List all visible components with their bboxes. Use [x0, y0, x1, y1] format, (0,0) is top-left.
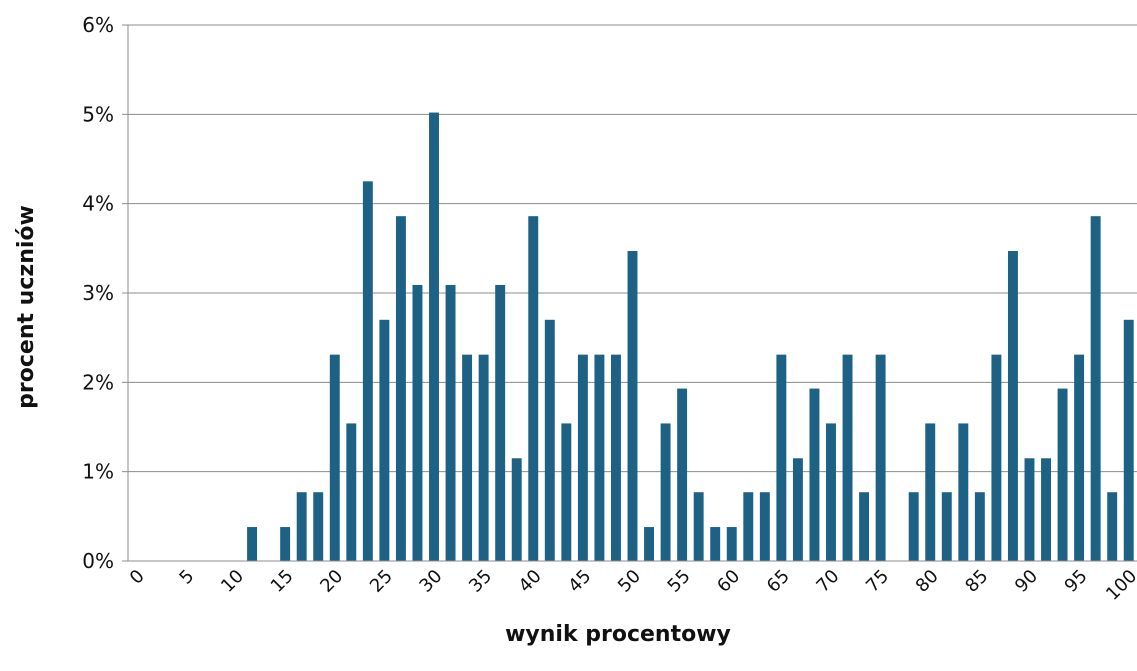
y-tick-label: 1%	[82, 460, 114, 484]
bar	[792, 458, 803, 561]
bar	[478, 354, 489, 561]
bar	[544, 319, 555, 561]
bar	[247, 527, 258, 561]
bar	[809, 388, 820, 561]
x-tick-label: 40	[515, 566, 546, 597]
bar	[726, 527, 737, 561]
bar	[1024, 458, 1035, 561]
bar	[826, 423, 836, 561]
bar	[859, 492, 870, 561]
bar	[908, 492, 919, 561]
y-tick-labels: 0% 1% 2% 3% 4% 5% 6%	[82, 13, 114, 573]
bar	[1074, 354, 1085, 561]
bar	[528, 216, 539, 561]
x-tick-label: 35	[465, 566, 496, 597]
x-tick-label: 15	[267, 566, 298, 597]
x-tick-label: 20	[316, 566, 347, 597]
bar	[313, 492, 324, 561]
bar	[495, 284, 506, 561]
bar	[974, 492, 985, 561]
x-tick-label: 55	[664, 566, 695, 597]
bar	[280, 527, 291, 561]
bar	[677, 388, 688, 561]
bar	[577, 354, 588, 561]
y-axis-title: procent uczniów	[14, 205, 39, 409]
x-tick-label: 25	[366, 566, 397, 597]
bar	[445, 284, 456, 561]
y-tick-label: 5%	[82, 102, 114, 126]
bar	[1107, 492, 1118, 561]
bar	[991, 354, 1002, 561]
bar	[776, 354, 787, 561]
bar	[379, 319, 390, 561]
bar	[429, 112, 439, 562]
x-tick-label: 30	[415, 566, 446, 597]
y-tick-label: 0%	[82, 549, 114, 573]
bar	[875, 354, 886, 561]
x-tick-label: 5	[175, 566, 198, 589]
bar	[743, 492, 754, 561]
bar	[1057, 388, 1068, 561]
y-tick-label: 6%	[82, 13, 114, 37]
x-tick-label: 65	[763, 566, 794, 597]
x-tick-label: 95	[1061, 566, 1092, 597]
bar	[462, 354, 473, 561]
bar	[627, 251, 638, 561]
bar	[710, 527, 721, 561]
x-tick-label: 10	[217, 566, 248, 597]
bar	[412, 284, 423, 561]
bar	[346, 423, 357, 561]
bar	[693, 492, 704, 561]
x-tick-label: 50	[614, 566, 645, 597]
x-tick-label: 45	[564, 566, 595, 597]
x-tick-label: 60	[713, 566, 744, 597]
bar	[594, 354, 605, 561]
bar	[1041, 458, 1051, 561]
x-axis-title: wynik procentowy	[505, 622, 731, 647]
x-tick-labels: 0 5 10 15 20 25 30 35 40 45 50 55 60 65 70 75 80 85 90 95 10…	[126, 566, 1137, 605]
bar	[561, 423, 572, 561]
bar	[759, 492, 770, 561]
bar	[1123, 319, 1134, 561]
bar	[1090, 216, 1101, 561]
bar	[958, 423, 969, 561]
axes	[127, 25, 1137, 562]
bars	[247, 112, 1134, 562]
y-tick-label: 4%	[82, 192, 114, 216]
bar	[395, 216, 406, 561]
bar	[329, 354, 340, 561]
x-tick-label: 85	[961, 566, 992, 597]
bar	[660, 423, 671, 561]
bar	[941, 492, 952, 561]
x-tick-label: 0	[126, 566, 149, 589]
bar	[362, 181, 373, 562]
bar	[296, 492, 307, 561]
bar	[1007, 251, 1018, 561]
bar	[610, 354, 621, 561]
bar	[842, 354, 853, 561]
bar	[511, 458, 522, 561]
y-tick-label: 3%	[82, 281, 114, 305]
x-tick-label: 90	[1011, 566, 1042, 597]
bar	[644, 527, 655, 561]
x-tick-label: 75	[862, 566, 893, 597]
y-tick-label: 2%	[82, 370, 114, 394]
x-tick-label: 70	[812, 566, 843, 597]
x-tick-label: 80	[912, 566, 943, 597]
bar	[925, 423, 936, 561]
x-tick-label: 100	[1102, 566, 1137, 605]
